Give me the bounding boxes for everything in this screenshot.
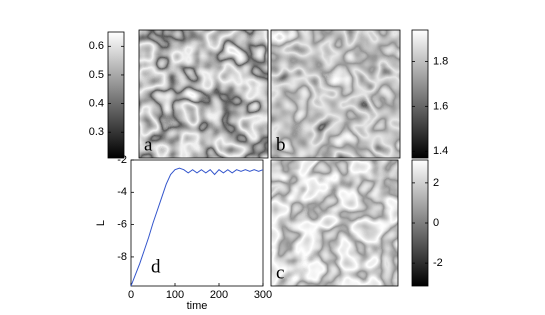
x-tick-label: 0	[128, 289, 134, 301]
y-tick-label: -6	[117, 219, 127, 231]
panel-label: c	[276, 262, 284, 283]
y-tick-label: -2	[117, 154, 127, 166]
y-axis-label: L	[95, 220, 107, 226]
x-tick-label: 200	[210, 289, 228, 301]
panel-label: b	[276, 134, 286, 155]
y-tick-label: -8	[117, 251, 127, 263]
image-frame	[138, 29, 269, 159]
tick-label: 0	[433, 217, 439, 229]
colorbar	[411, 29, 429, 159]
tick-label: 0.3	[89, 126, 104, 138]
image-frame	[270, 29, 401, 159]
colorbar	[107, 31, 125, 159]
x-tick-label: 100	[166, 289, 184, 301]
series-line	[130, 167, 264, 287]
tick-label: 1.6	[433, 100, 448, 112]
tick-label: 0.6	[89, 40, 104, 52]
y-tick-label: -4	[117, 186, 127, 198]
pattern-image	[139, 30, 268, 158]
tick-label: 1.4	[433, 145, 448, 157]
image-frame	[270, 159, 399, 287]
tick-label: 2	[433, 177, 439, 189]
tick-label: 0.5	[89, 69, 104, 81]
panel-label: d	[151, 256, 161, 277]
tick-label: -2	[433, 257, 443, 269]
x-axis-label: time	[187, 300, 208, 312]
x-tick-label: 300	[254, 289, 272, 301]
tick-label: 1.8	[433, 55, 448, 67]
pattern-image	[271, 30, 400, 158]
tick-label: 0.4	[89, 97, 104, 109]
pattern-image	[271, 160, 398, 286]
panel-label: a	[144, 134, 153, 155]
